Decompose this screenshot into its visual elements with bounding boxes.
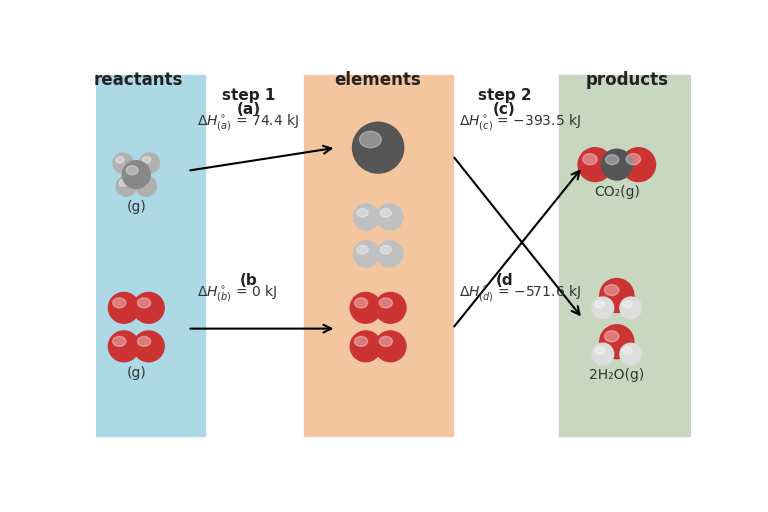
Ellipse shape <box>605 155 619 165</box>
Text: reactants: reactants <box>94 71 184 89</box>
Ellipse shape <box>620 297 641 318</box>
Text: $\Delta H^\circ_{(d)}$ = −571.6 kJ: $\Delta H^\circ_{(d)}$ = −571.6 kJ <box>458 284 581 304</box>
Ellipse shape <box>621 147 656 182</box>
Text: step 1: step 1 <box>222 88 276 103</box>
Ellipse shape <box>108 331 140 362</box>
Ellipse shape <box>113 336 126 347</box>
Ellipse shape <box>620 343 641 365</box>
Ellipse shape <box>359 131 381 148</box>
Ellipse shape <box>350 292 381 323</box>
Ellipse shape <box>355 298 368 308</box>
Ellipse shape <box>353 204 379 230</box>
Text: products: products <box>585 71 668 89</box>
Ellipse shape <box>357 245 368 254</box>
Text: (a): (a) <box>237 102 261 117</box>
Ellipse shape <box>375 331 406 362</box>
Ellipse shape <box>350 331 381 362</box>
Ellipse shape <box>133 292 164 323</box>
Ellipse shape <box>380 208 392 217</box>
Ellipse shape <box>137 298 151 308</box>
Ellipse shape <box>140 153 160 173</box>
Bar <box>303 75 452 436</box>
Ellipse shape <box>355 336 368 347</box>
Ellipse shape <box>601 149 632 180</box>
Ellipse shape <box>595 301 604 308</box>
Ellipse shape <box>353 241 379 267</box>
Ellipse shape <box>376 241 403 267</box>
Ellipse shape <box>142 157 151 163</box>
Ellipse shape <box>595 347 604 354</box>
Text: $\Delta H^\circ_{(c)}$ = −393.5 kJ: $\Delta H^\circ_{(c)}$ = −393.5 kJ <box>458 113 581 133</box>
Text: $\Delta H^\circ_{(b)}$ = 0 kJ: $\Delta H^\circ_{(b)}$ = 0 kJ <box>197 284 277 304</box>
Ellipse shape <box>592 297 614 318</box>
Ellipse shape <box>380 245 392 254</box>
Ellipse shape <box>116 157 124 163</box>
Ellipse shape <box>116 176 136 196</box>
Text: (g): (g) <box>127 200 146 214</box>
Text: (d: (d <box>495 272 513 288</box>
Ellipse shape <box>626 154 641 165</box>
Ellipse shape <box>583 154 598 165</box>
Text: (c): (c) <box>493 102 516 117</box>
Ellipse shape <box>379 298 392 308</box>
Ellipse shape <box>137 336 151 347</box>
Ellipse shape <box>604 285 619 295</box>
Ellipse shape <box>379 336 392 347</box>
Ellipse shape <box>376 204 403 230</box>
Ellipse shape <box>357 208 368 217</box>
Ellipse shape <box>578 147 612 182</box>
Text: $\Delta H^\circ_{(a)}$ = 74.4 kJ: $\Delta H^\circ_{(a)}$ = 74.4 kJ <box>197 113 299 133</box>
Ellipse shape <box>353 122 404 173</box>
Ellipse shape <box>108 292 140 323</box>
Text: step 2: step 2 <box>478 88 531 103</box>
Ellipse shape <box>122 161 151 188</box>
Text: (b: (b <box>240 272 257 288</box>
Ellipse shape <box>113 298 126 308</box>
Ellipse shape <box>126 166 138 175</box>
Ellipse shape <box>133 331 164 362</box>
Ellipse shape <box>375 292 406 323</box>
Ellipse shape <box>119 180 127 186</box>
Ellipse shape <box>623 301 632 308</box>
Bar <box>81 75 204 436</box>
Ellipse shape <box>592 343 614 365</box>
Bar <box>559 75 695 436</box>
Ellipse shape <box>136 176 157 196</box>
Ellipse shape <box>113 153 133 173</box>
Text: elements: elements <box>335 71 422 89</box>
Text: 2H₂O(g): 2H₂O(g) <box>589 368 644 382</box>
Text: CO₂(g): CO₂(g) <box>594 185 640 199</box>
Text: (g): (g) <box>127 366 146 380</box>
Ellipse shape <box>600 325 634 359</box>
Ellipse shape <box>600 279 634 312</box>
Ellipse shape <box>604 331 619 342</box>
Ellipse shape <box>623 347 632 354</box>
Ellipse shape <box>139 180 147 186</box>
